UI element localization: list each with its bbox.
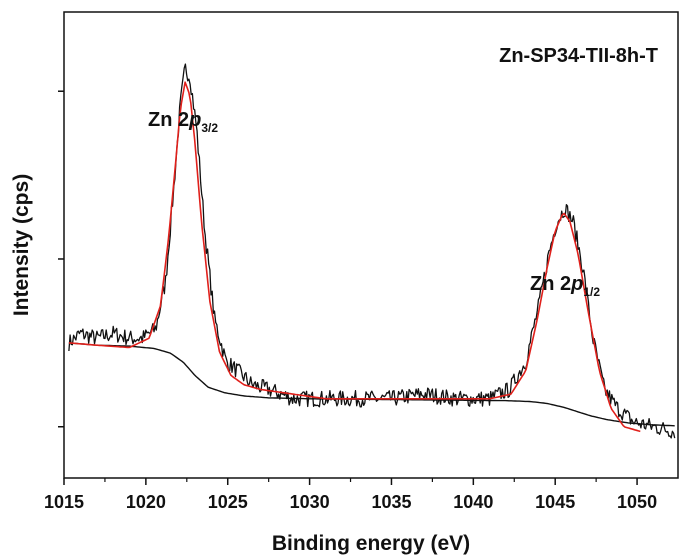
fit-series-line [68, 81, 641, 433]
x-tick-label: 1040 [453, 492, 493, 512]
peak-label: Zn 2p1/2 [530, 273, 600, 299]
x-axis: 1015 1020 1025 1030 1035 1040 1045 1050 [44, 478, 657, 512]
x-tick-label: 1035 [371, 492, 411, 512]
x-tick-label: 1020 [126, 492, 166, 512]
y-axis-title: Intensity (cps) [10, 174, 33, 316]
x-axis-title: Binding energy (eV) [272, 532, 470, 555]
background-series-line [68, 342, 675, 427]
x-tick-label: 1015 [44, 492, 84, 512]
chart-title: Zn-SP34-TII-8h-T [499, 45, 658, 67]
raw-series-line [68, 63, 676, 439]
series-layer [68, 63, 676, 439]
x-tick-label: 1025 [208, 492, 248, 512]
x-tick-label: 1045 [535, 492, 575, 512]
x-tick-label: 1050 [617, 492, 657, 512]
peak-label: Zn 2p3/2 [148, 109, 218, 135]
y-axis [58, 90, 64, 428]
peak-annotations: Zn 2p3/2 Zn 2p1/2 [148, 109, 600, 299]
plot-frame [63, 11, 679, 479]
x-tick-label: 1030 [290, 492, 330, 512]
